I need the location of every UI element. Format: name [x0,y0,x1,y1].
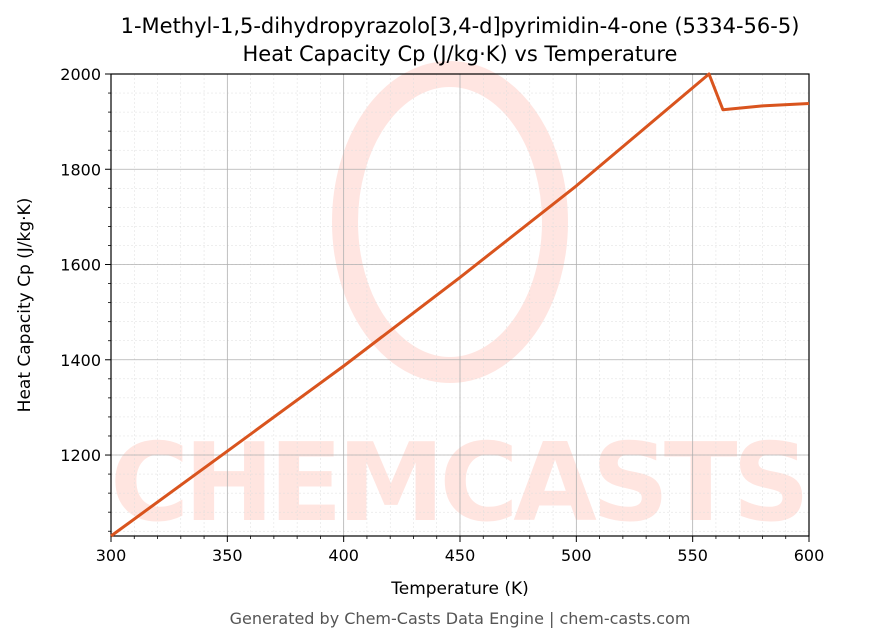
grid [110,73,810,536]
x-tick-label: 300 [96,546,127,565]
x-tick-label: 500 [561,546,592,565]
x-axis-label: Temperature (K) [390,579,529,599]
y-tick-label: 1600 [60,256,101,275]
y-tick-label: 1400 [60,351,101,370]
y-tick-label: 1200 [60,446,101,465]
x-tick-label: 450 [445,546,476,565]
footer-text: Generated by Chem-Casts Data Engine | ch… [230,609,691,628]
chart-subtitle: Heat Capacity Cp (J/kg·K) vs Temperature [243,42,678,66]
series [110,72,810,538]
y-axis-label: Heat Capacity Cp (J/kg·K) [15,198,35,413]
x-tick-label: 400 [328,546,359,565]
series-line [110,72,810,538]
y-tick-label: 1800 [60,160,101,179]
ticks: 300 350 400 450 500 550 600 1200 1400 1600 1800 200… [60,65,824,565]
y-tick-label: 2000 [60,65,101,84]
chart-title: 1-Methyl-1,5-dihydropyrazolo[3,4-d]pyrim… [121,14,800,38]
x-tick-label: 350 [212,546,243,565]
watermark-logo [332,61,568,383]
x-tick-label: 600 [794,546,825,565]
x-tick-label: 550 [677,546,708,565]
